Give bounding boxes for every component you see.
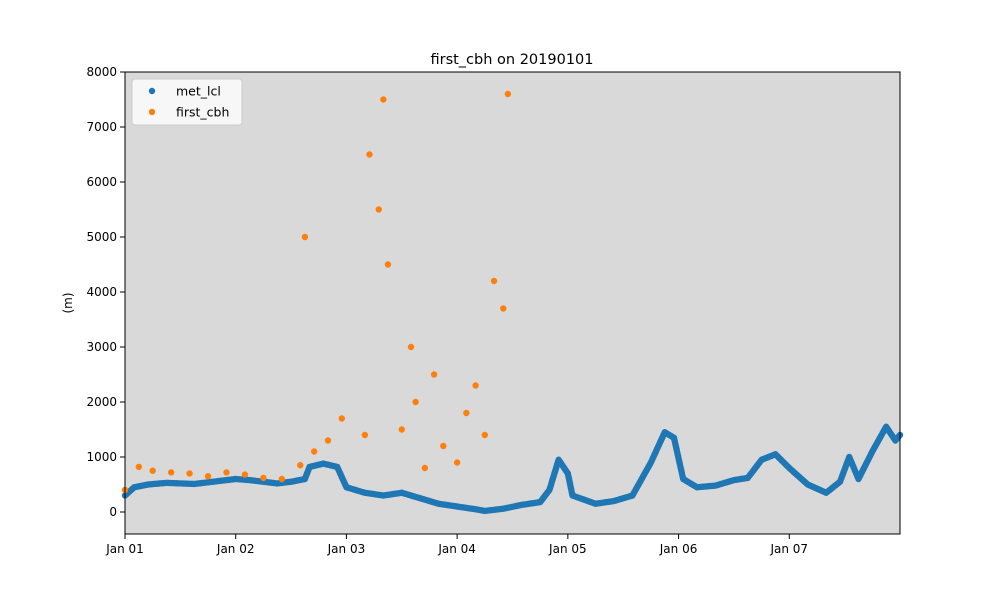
y-tick-label: 3000: [86, 340, 117, 354]
data-point: [500, 305, 507, 312]
series-layer: [121, 90, 904, 515]
data-point: [407, 343, 415, 351]
data-point: [135, 463, 143, 471]
legend-marker: [148, 87, 156, 95]
plot-frame: [124, 71, 901, 535]
data-point: [241, 471, 249, 478]
x-axis: Jan 01 Jan 02 Jan 03 Jan 04 Jan 05 Jan 06 Jan …: [105, 534, 808, 556]
x-tick-label: Jan 02: [216, 542, 255, 556]
data-point: [398, 426, 405, 433]
data-point: [375, 206, 382, 213]
y-tick-label: 2000: [86, 395, 117, 409]
data-point: [421, 464, 429, 472]
x-tick-label: Jan 01: [105, 542, 144, 556]
data-point: [301, 233, 309, 241]
x-tick-label: Jan 03: [327, 542, 366, 556]
y-tick-label: 8000: [86, 65, 117, 79]
data-point: [490, 277, 498, 285]
data-point: [324, 437, 332, 444]
data-point: [440, 442, 447, 450]
data-point: [472, 382, 479, 389]
chart-title: first_cbh on 20190101: [430, 52, 593, 68]
data-point: [310, 448, 318, 455]
data-point: [366, 151, 373, 158]
series-met-lcl: [121, 423, 904, 515]
data-point: [278, 475, 286, 483]
data-point: [412, 398, 419, 406]
data-point: [380, 96, 387, 103]
y-tick-label: 6000: [86, 175, 117, 189]
x-tick-label: Jan 07: [769, 542, 808, 556]
data-point: [149, 467, 156, 474]
x-tick-label: Jan 05: [548, 542, 587, 556]
data-point: [361, 431, 369, 439]
legend-box: [131, 78, 243, 126]
y-axis: 0 1000 2000 3000 4000 5000 6000 7000 8000: [86, 65, 125, 519]
data-point: [204, 473, 212, 480]
x-tick-label: Jan 04: [437, 542, 476, 556]
legend: met_lcl first_cbh: [131, 78, 243, 126]
y-tick-label: 0: [109, 505, 117, 519]
data-point: [504, 90, 512, 98]
legend-marker: [148, 108, 156, 116]
legend-label: met_lcl: [176, 84, 221, 99]
data-point: [481, 431, 489, 439]
y-tick-label: 5000: [86, 230, 117, 244]
y-tick-label: 4000: [86, 285, 117, 299]
series-first-cbh: [121, 90, 512, 494]
data-point: [297, 462, 304, 469]
data-point: [223, 469, 230, 476]
data-point: [186, 470, 193, 477]
x-tick-label: Jan 06: [659, 542, 698, 556]
data-point: [453, 459, 461, 466]
legend-label: first_cbh: [176, 105, 229, 120]
y-tick-label: 1000: [86, 450, 117, 464]
y-axis-label: (m): [61, 292, 75, 313]
data-point: [430, 371, 438, 378]
data-point: [384, 261, 392, 268]
y-tick-label: 7000: [86, 120, 117, 134]
data-point: [167, 469, 175, 476]
data-point: [338, 415, 346, 422]
data-point: [463, 409, 470, 417]
data-point: [260, 474, 267, 482]
